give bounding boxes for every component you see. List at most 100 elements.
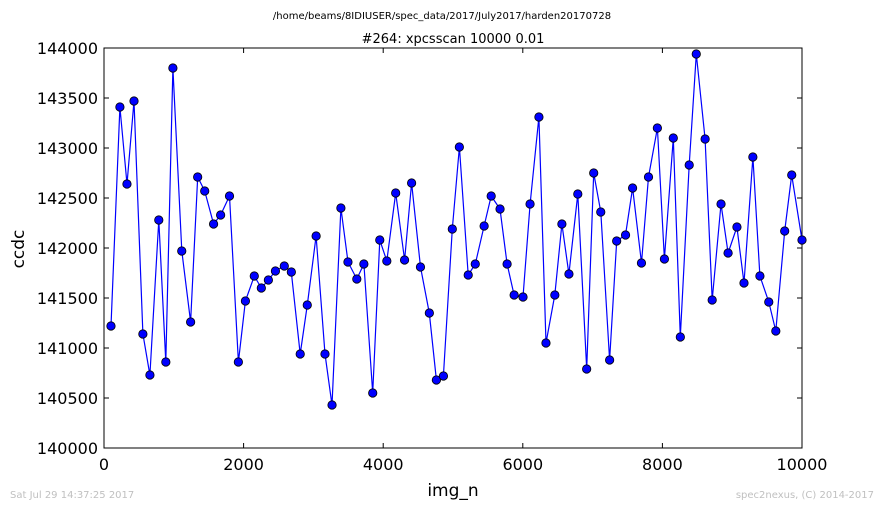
data-point xyxy=(177,246,187,256)
axes-frame xyxy=(103,47,803,449)
data-point xyxy=(286,267,296,277)
data-point xyxy=(415,262,426,272)
data-point xyxy=(748,152,758,162)
data-point xyxy=(620,230,631,240)
y-tick-label: 141500 xyxy=(37,289,98,308)
data-point xyxy=(302,300,312,310)
data-point xyxy=(249,271,259,281)
data-point xyxy=(122,179,132,189)
data-point xyxy=(424,308,434,318)
series-line xyxy=(110,53,802,406)
data-point xyxy=(454,142,464,152)
data-point xyxy=(279,261,289,271)
data-point xyxy=(327,400,337,410)
x-tick-label: 8000 xyxy=(642,455,683,474)
data-point xyxy=(343,257,353,267)
data-point xyxy=(596,207,606,217)
data-point xyxy=(256,283,266,293)
data-point xyxy=(787,170,797,180)
data-point xyxy=(541,338,551,348)
data-point xyxy=(691,49,701,59)
data-point xyxy=(589,168,599,178)
x-tick-label: 0 xyxy=(99,455,109,474)
data-point xyxy=(723,248,733,258)
data-point xyxy=(200,186,210,196)
data-point xyxy=(208,219,219,229)
chart-suptitle: /home/beams/8IDIUSER/spec_data/2017/July… xyxy=(273,11,611,22)
x-tick-label: 4000 xyxy=(363,455,404,474)
data-point xyxy=(407,178,417,188)
data-point xyxy=(399,255,410,265)
data-point xyxy=(755,271,765,281)
data-point xyxy=(224,191,235,201)
y-tick-label: 140500 xyxy=(37,389,98,408)
y-tick-label: 142500 xyxy=(37,189,98,208)
data-point xyxy=(336,203,346,213)
footer-credit: spec2nexus, (C) 2014-2017 xyxy=(736,490,874,501)
data-point xyxy=(573,189,583,199)
data-point xyxy=(486,191,496,201)
data-point xyxy=(154,215,164,225)
x-tick-label: 2000 xyxy=(223,455,264,474)
data-point xyxy=(479,221,489,231)
data-point xyxy=(447,224,457,234)
plot-area: 0 2000 4000 6000 8000 10000 140000 140500 141000… xyxy=(37,39,828,474)
data-point xyxy=(732,222,742,232)
data-point xyxy=(643,172,654,182)
data-point xyxy=(431,375,441,385)
data-point xyxy=(168,63,178,73)
data-point xyxy=(438,371,449,381)
data-point xyxy=(636,258,647,268)
data-point xyxy=(564,269,574,279)
data-point xyxy=(470,259,480,269)
x-tick-label: 10000 xyxy=(777,455,828,474)
data-point xyxy=(311,231,321,241)
y-tick-label: 141000 xyxy=(37,339,98,358)
data-point xyxy=(263,275,273,285)
data-point xyxy=(233,357,243,367)
y-tick-label: 143500 xyxy=(37,89,98,108)
data-point xyxy=(161,357,171,367)
data-point xyxy=(780,226,790,236)
data-point xyxy=(129,96,139,106)
data-point xyxy=(352,274,362,284)
data-point xyxy=(700,134,710,144)
data-point xyxy=(582,364,592,374)
y-tick-label: 140000 xyxy=(37,439,98,458)
data-point xyxy=(368,388,378,398)
data-point xyxy=(652,123,662,133)
data-point xyxy=(707,295,717,305)
data-point xyxy=(605,355,615,365)
data-point xyxy=(525,199,535,209)
data-point xyxy=(675,332,685,342)
data-point xyxy=(391,188,401,198)
data-point xyxy=(320,349,330,359)
y-axis-label: ccdc xyxy=(9,230,29,269)
data-point xyxy=(797,235,807,245)
x-tick-label: 6000 xyxy=(502,455,543,474)
y-tick-label: 143000 xyxy=(37,139,98,158)
x-axis-label: img_n xyxy=(427,481,478,501)
data-point xyxy=(186,317,196,327)
data-point xyxy=(145,370,155,380)
data-point xyxy=(612,236,622,246)
data-point xyxy=(668,133,678,143)
data-point xyxy=(106,321,116,331)
data-point xyxy=(509,290,519,300)
data-point xyxy=(518,292,528,302)
data-point xyxy=(716,199,726,209)
data-point xyxy=(495,204,505,214)
data-point xyxy=(270,266,281,276)
data-point xyxy=(659,254,670,264)
data-point xyxy=(534,112,544,122)
y-tick-label: 142000 xyxy=(37,239,98,258)
data-point xyxy=(295,349,305,359)
chart-title: #264: xpcsscan 10000 0.01 xyxy=(362,32,545,47)
data-point xyxy=(739,278,749,288)
data-point xyxy=(375,235,385,245)
y-tick-label: 144000 xyxy=(37,39,98,58)
data-point xyxy=(550,290,560,300)
data-point xyxy=(240,296,251,306)
data-point xyxy=(463,270,473,280)
